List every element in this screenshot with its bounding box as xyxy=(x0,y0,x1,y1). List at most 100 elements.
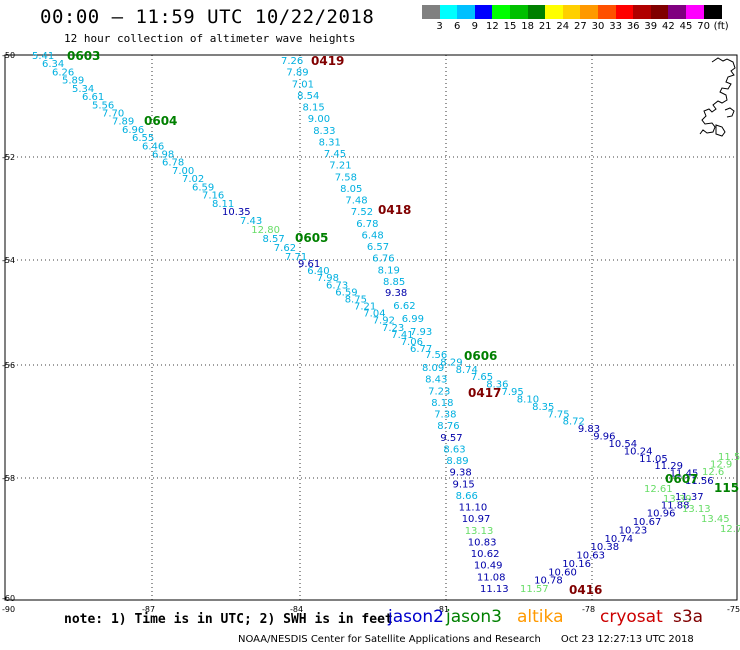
pass-id-label: 0416 xyxy=(569,583,602,597)
wave-height-label: 8.10 xyxy=(517,395,539,406)
legend-cryosat: cryosat xyxy=(600,607,663,627)
lon-tick-label: -81 xyxy=(436,605,449,614)
wave-height-label: 8.11 xyxy=(212,199,234,210)
colorbar-swatch xyxy=(492,5,511,19)
map-frame xyxy=(4,54,738,601)
wave-height-label: 6.98 xyxy=(152,150,174,161)
credit-timestamp: Oct 23 12:27:13 UTC 2018 xyxy=(560,634,694,645)
wave-height-label: 6.73 xyxy=(326,280,348,291)
wave-height-label: 8.36 xyxy=(486,380,508,391)
wave-height-label: 10.54 xyxy=(609,439,638,450)
wave-height-label: 8.35 xyxy=(532,402,554,413)
colorbar-swatch xyxy=(457,5,476,19)
wave-height-label: 12.61 xyxy=(644,484,673,495)
colorbar-tick-label: 18 xyxy=(521,21,534,32)
colorbar-tick-label: 45 xyxy=(679,21,693,32)
wave-height-label: 7.21 xyxy=(329,161,351,172)
wave-height-label: 7.43 xyxy=(240,216,262,227)
colorbar-tick-label: 21 xyxy=(538,21,552,32)
wave-height-label: 11.10 xyxy=(459,503,488,514)
wave-height-label: 6.77 xyxy=(410,344,432,355)
wave-height-label: 8.31 xyxy=(319,137,341,148)
wave-height-label: 8.18 xyxy=(431,398,453,409)
wave-height-label: 10.38 xyxy=(591,542,620,553)
wave-height-label: 7.23 xyxy=(428,386,450,397)
wave-height-label: 7.16 xyxy=(202,191,224,202)
wave-height-label: 11.05 xyxy=(639,454,668,465)
wave-height-label: 8.66 xyxy=(456,491,478,502)
wave-height-label: 7.98 xyxy=(317,273,339,284)
colorbar-swatch xyxy=(668,5,687,19)
wave-height-label: 11.08 xyxy=(477,572,506,583)
colorbar-swatch xyxy=(633,5,652,19)
wave-height-label: 6.40 xyxy=(307,266,329,277)
lon-tick-label: -87 xyxy=(142,605,155,614)
wave-height-label: 6.78 xyxy=(162,158,184,169)
wave-height-label: 5.41 xyxy=(32,51,54,62)
wave-height-label: 8.19 xyxy=(378,265,400,276)
wave-height-label: 7.62 xyxy=(274,243,296,254)
wave-height-label: 11.56 xyxy=(685,476,714,487)
page-subtitle: 12 hour collection of altimeter wave hei… xyxy=(64,32,356,45)
wave-height-label: 10.83 xyxy=(468,538,497,549)
wave-height-label: 10.35 xyxy=(222,207,251,218)
credit-org: NOAA/NESDIS Center for Satellite Applica… xyxy=(238,634,541,645)
lat-tick-label: -52 xyxy=(2,153,15,162)
wave-height-label: 13.13 xyxy=(465,526,494,537)
wave-height-label: 9.96 xyxy=(593,432,615,443)
wave-height-label: 5.56 xyxy=(92,100,114,111)
pass-id-label: 0419 xyxy=(311,54,344,68)
wave-height-label: 7.02 xyxy=(182,174,204,185)
wave-height-label: 9.83 xyxy=(578,424,600,435)
wave-height-label: 7.00 xyxy=(172,166,194,177)
wave-height-label: 8.89 xyxy=(446,456,468,467)
wave-height-label: 7.26 xyxy=(281,56,303,67)
wave-height-label: 10.24 xyxy=(624,446,653,457)
wave-height-label: 11.57 xyxy=(520,584,549,595)
wave-height-label: 7.71 xyxy=(285,252,307,263)
wave-height-label: 13.45 xyxy=(701,514,730,525)
pass-id-label: 0606 xyxy=(464,349,497,363)
wave-height-label: 9.00 xyxy=(308,114,330,125)
lat-tick-label: -54 xyxy=(2,256,15,265)
colorbar-tick-label: 70 xyxy=(697,21,710,32)
wave-height-label: 6.59 xyxy=(192,182,214,193)
wave-height-label: 8.09 xyxy=(422,363,444,374)
wave-height-label: 6.62 xyxy=(393,301,415,312)
wave-height-label: 10.96 xyxy=(647,509,676,520)
colorbar-swatch xyxy=(703,5,722,19)
wave-height-label: 7.38 xyxy=(434,410,456,421)
colorbar-tick-label: 15 xyxy=(503,21,517,32)
wave-height-label: 6.76 xyxy=(372,254,394,265)
wave-height-label: 7.70 xyxy=(102,109,124,120)
wave-height-label: 6.96 xyxy=(122,125,144,136)
lat-tick-label: -58 xyxy=(2,474,15,483)
wave-height-label: 10.74 xyxy=(605,534,634,545)
colorbar-tick-label: 12 xyxy=(486,21,499,32)
colorbar-tick-label: 6 xyxy=(454,21,461,32)
wave-height-label: 7.52 xyxy=(351,207,373,218)
colorbar-swatch xyxy=(422,5,441,19)
colorbar-swatch xyxy=(650,5,669,19)
wave-height-label: 12.9 xyxy=(710,460,732,471)
wave-height-label: 10.63 xyxy=(576,551,605,562)
pass-id-label: 115 xyxy=(714,481,739,495)
wave-height-label: 8.15 xyxy=(303,103,325,114)
colorbar-swatch xyxy=(615,5,634,19)
wave-height-label: 11.13 xyxy=(480,584,509,595)
pass-id-label: 0603 xyxy=(67,49,100,63)
wave-height-label: 11.37 xyxy=(675,492,704,503)
wave-height-label: 6.48 xyxy=(362,231,384,242)
wave-height-label: 7.93 xyxy=(410,327,432,338)
wave-height-label: 10.62 xyxy=(471,549,500,560)
wave-height-label: 6.61 xyxy=(82,92,104,103)
wave-height-label: 10.49 xyxy=(474,561,503,572)
wave-height-label: 7.06 xyxy=(401,337,423,348)
wave-height-label: 10.78 xyxy=(534,576,563,587)
pass-id-label: 0604 xyxy=(144,114,177,128)
wave-height-label: 7.01 xyxy=(292,79,314,90)
lon-tick-label: -90 xyxy=(2,605,15,614)
wave-height-label: 8.75 xyxy=(345,294,367,305)
wave-height-label: 8.76 xyxy=(437,421,459,432)
legend-s3a: s3a xyxy=(673,607,704,627)
